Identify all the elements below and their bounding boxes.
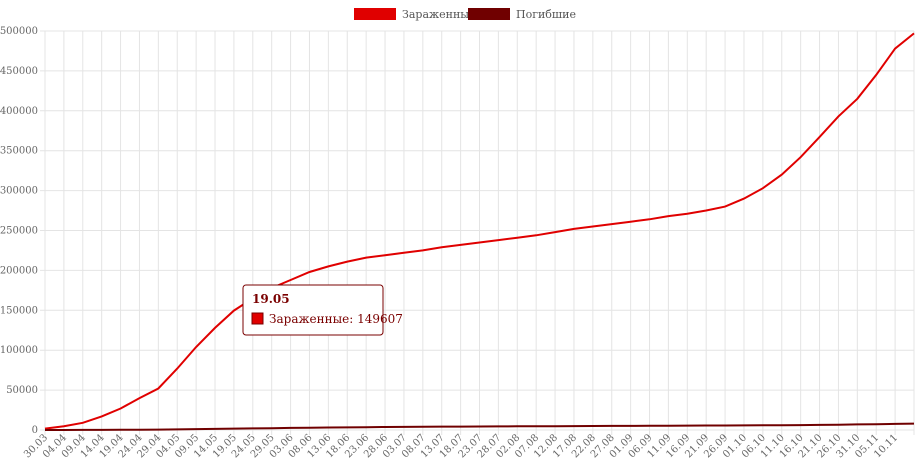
y-tick-label: 350000 <box>0 146 38 157</box>
series-line <box>44 32 915 430</box>
legend-swatch <box>354 8 396 20</box>
tooltip-swatch <box>251 312 264 325</box>
y-tick-label: 450000 <box>0 66 38 77</box>
tooltip: 19.05 Зараженные: 149607 <box>242 284 403 336</box>
series-line <box>45 422 915 431</box>
legend-label: Зараженные <box>402 8 476 21</box>
y-tick-label: 0 <box>32 425 38 436</box>
y-tick-label: 150000 <box>0 305 38 316</box>
legend-label: Погибшие <box>516 8 576 21</box>
y-tick-label: 250000 <box>0 226 38 237</box>
y-tick-label: 500000 <box>0 26 38 37</box>
tooltip-title: 19.05 <box>252 292 290 306</box>
y-tick-label: 400000 <box>0 106 38 117</box>
y-tick-label: 100000 <box>0 345 38 356</box>
legend-swatch <box>468 8 510 20</box>
y-tick-label: 200000 <box>0 265 38 276</box>
y-tick-label: 300000 <box>0 186 38 197</box>
tooltip-box <box>242 284 384 336</box>
tooltip-text: Зараженные: 149607 <box>269 312 403 326</box>
y-tick-label: 50000 <box>6 385 38 396</box>
